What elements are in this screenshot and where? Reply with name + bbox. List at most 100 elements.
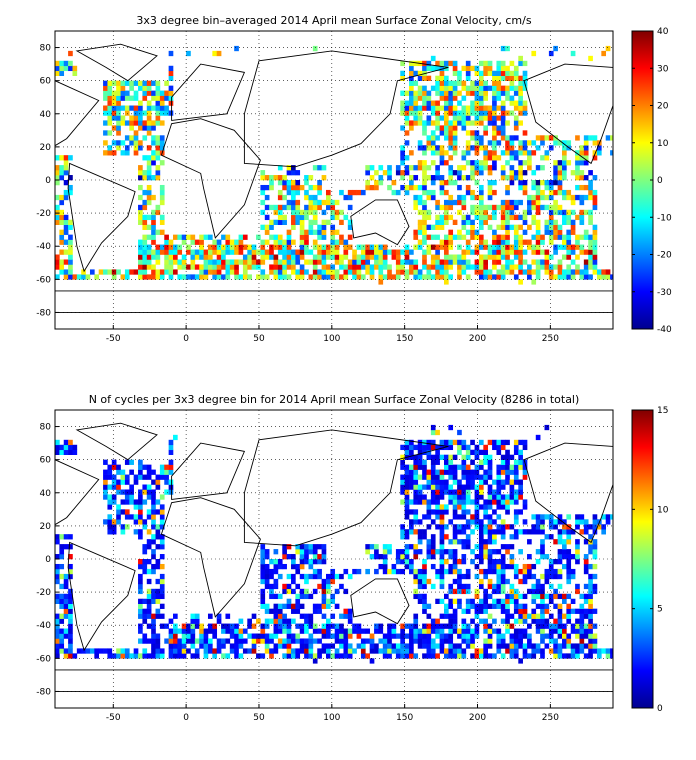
bin-cell — [155, 588, 161, 595]
bin-cell — [579, 269, 585, 275]
bin-cell — [304, 194, 309, 201]
bin-cell — [260, 638, 266, 644]
bin-cell — [55, 568, 60, 575]
bin-cell — [409, 449, 414, 455]
bin-cell — [264, 568, 270, 575]
bin-cell — [291, 269, 296, 275]
bin-cell — [107, 653, 113, 659]
bin-cell — [260, 598, 266, 604]
bin-cell — [553, 204, 558, 211]
bin-cell — [583, 643, 589, 649]
bin-cell — [356, 244, 362, 250]
bin-cell — [116, 90, 121, 96]
bin-cell — [435, 219, 440, 225]
bin-cell — [478, 219, 484, 225]
bin-cell — [347, 234, 353, 240]
bin-cell — [562, 244, 567, 250]
bin-cell — [422, 274, 427, 280]
bin-cell — [409, 524, 414, 530]
bin-cell — [173, 234, 178, 240]
bin-cell — [159, 583, 165, 590]
bin-cell — [207, 623, 213, 629]
bin-cell — [116, 145, 121, 151]
bin-cell — [120, 85, 126, 91]
bin-cell — [566, 529, 572, 535]
bin-cell — [312, 214, 318, 221]
bin-cell — [487, 563, 493, 570]
bin-cell — [159, 563, 165, 570]
bin-cell — [138, 209, 143, 216]
bin-cell — [457, 199, 462, 206]
bin-cell — [330, 623, 336, 629]
bin-cell — [400, 110, 405, 116]
x-tick-label: 0 — [183, 713, 189, 723]
bin-cell — [570, 643, 576, 649]
bin-cell — [500, 444, 506, 451]
bin-cell — [513, 643, 519, 649]
bin-cell — [260, 184, 266, 191]
bin-cell — [343, 214, 349, 221]
bin-cell — [527, 239, 532, 245]
bin-cell — [448, 588, 454, 595]
bin-cell — [457, 529, 462, 535]
bin-cell — [242, 638, 248, 644]
bin-cell — [522, 189, 528, 196]
bin-cell — [531, 249, 537, 255]
bin-cell — [68, 633, 73, 639]
bin-cell — [518, 244, 523, 250]
bin-cell — [146, 214, 152, 221]
bin-cell — [234, 259, 239, 265]
bin-cell — [435, 653, 440, 659]
bin-cell — [588, 209, 593, 216]
bin-cell — [452, 90, 458, 96]
bin-cell — [478, 494, 484, 500]
bin-cell — [365, 180, 370, 186]
bin-cell — [444, 234, 449, 240]
bin-cell — [430, 643, 436, 649]
bin-cell — [234, 274, 239, 280]
bin-cell — [304, 559, 309, 565]
bin-cell — [146, 199, 152, 206]
bin-cell — [111, 484, 117, 490]
bin-cell — [334, 653, 340, 659]
bin-cell — [505, 110, 510, 116]
bin-cell — [478, 95, 484, 101]
bin-cell — [540, 140, 545, 146]
bin-cell — [518, 264, 523, 270]
bin-cell — [299, 588, 305, 595]
colorbar-tick-label: 10 — [657, 139, 669, 149]
bin-cell — [553, 653, 558, 659]
bin-cell — [513, 234, 519, 240]
bin-cell — [500, 484, 506, 490]
bin-cell — [400, 623, 405, 629]
bin-cell — [496, 269, 502, 275]
bin-cell — [146, 145, 152, 151]
bin-cell — [225, 274, 231, 280]
bin-cell — [474, 454, 480, 460]
bin-cell — [478, 264, 484, 270]
bin-cell — [374, 259, 379, 265]
bin-cell — [465, 583, 471, 590]
bin-cell — [68, 573, 73, 580]
bin-cell — [448, 519, 454, 525]
bin-cell — [470, 209, 475, 216]
bin-cell — [544, 643, 550, 649]
bin-cell — [465, 633, 471, 639]
bin-cell — [492, 110, 497, 116]
bin-cell — [413, 234, 419, 240]
bin-cell — [103, 479, 108, 485]
bin-cell — [605, 653, 611, 659]
bin-cell — [63, 534, 69, 540]
bin-cell — [426, 75, 432, 81]
bin-cell — [409, 479, 414, 485]
bin-cell — [483, 239, 488, 245]
bin-cell — [417, 75, 423, 81]
bin-cell — [426, 509, 432, 515]
bin-cell — [124, 459, 130, 465]
bin-cell — [382, 244, 388, 250]
bin-cell — [474, 494, 480, 500]
bin-cell — [522, 608, 528, 614]
bin-cell — [417, 464, 423, 470]
bin-cell — [509, 544, 515, 550]
bin-cell — [417, 239, 423, 245]
